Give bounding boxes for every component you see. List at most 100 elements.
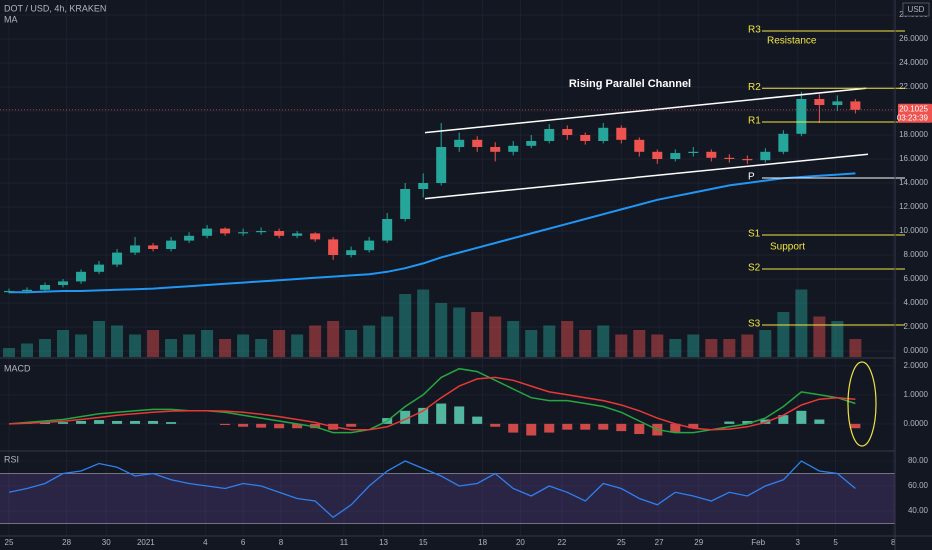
y-tick-label: 60.00: [908, 481, 929, 490]
candle-body: [238, 232, 249, 234]
histogram-bar: [580, 423, 591, 430]
candle-body: [22, 289, 33, 291]
unit-box: [902, 2, 930, 17]
volume-bar: [705, 339, 718, 357]
volume-bar: [363, 325, 376, 357]
volume-bar: [399, 294, 412, 357]
volume-bar: [381, 316, 394, 357]
candle-body: [760, 151, 771, 161]
candle-body: [634, 139, 645, 152]
x-tick-label: 8: [279, 538, 284, 547]
level-note: Support: [770, 242, 805, 253]
y-tick-label: 0.0000: [904, 419, 929, 428]
histogram-bar: [688, 423, 699, 429]
y-tick-label: 40.00: [908, 506, 929, 515]
candle-body: [850, 101, 861, 110]
volume-bar: [831, 321, 844, 357]
y-tick-label: 18.0000: [899, 130, 928, 139]
y-tick-label: 1.0000: [904, 390, 929, 399]
channel-label: Rising Parallel Channel: [569, 78, 691, 90]
volume-bar: [237, 334, 250, 357]
y-tick-label: 2.0000: [904, 361, 929, 370]
candle-body: [562, 129, 573, 135]
x-tick-label: 25: [617, 538, 626, 547]
histogram-bar: [76, 420, 87, 424]
volume-bar: [201, 330, 214, 357]
volume-bar: [723, 339, 736, 357]
volume-bar: [111, 325, 124, 357]
volume-bar: [813, 316, 826, 357]
histogram-bar: [274, 423, 285, 429]
histogram-bar: [778, 415, 789, 424]
last-price-label: 20.1025: [899, 104, 928, 113]
y-tick-label: 2.0000: [904, 322, 929, 331]
volume-bar: [741, 334, 754, 357]
candle-body: [4, 291, 15, 293]
y-tick-label: 12.0000: [899, 202, 928, 211]
candle-body: [616, 127, 627, 140]
candle-body: [472, 139, 483, 147]
candle-body: [796, 99, 807, 134]
volume-bar: [669, 339, 682, 357]
x-tick-label: 20: [516, 538, 525, 547]
indicator-label: MA: [4, 14, 18, 24]
axis-unit: USD: [908, 5, 925, 14]
volume-bar: [129, 334, 142, 357]
candle-body: [418, 183, 429, 189]
histogram-bar: [130, 420, 141, 424]
volume-bar: [93, 321, 106, 357]
candle-body: [670, 153, 681, 159]
volume-bar: [219, 339, 232, 357]
y-tick-label: 16.0000: [899, 154, 928, 163]
x-tick-label: 8: [891, 538, 896, 547]
volume-bar: [453, 307, 466, 357]
candle-body: [706, 151, 717, 158]
y-tick-label: 22.0000: [899, 82, 928, 91]
histogram-bar: [544, 423, 555, 433]
histogram-bar: [562, 423, 573, 430]
candle-body: [130, 245, 141, 253]
volume-bar: [471, 312, 484, 357]
candle-body: [256, 231, 267, 233]
channel-line: [424, 87, 867, 134]
candle-body: [94, 264, 105, 272]
volume-bar: [327, 321, 340, 357]
pivot-label: R1: [748, 116, 761, 127]
candle-body: [166, 240, 177, 249]
x-tick-label: 28: [62, 538, 71, 547]
candle-body: [508, 145, 519, 152]
y-tick-label: 24.0000: [899, 58, 928, 67]
histogram-bar: [526, 423, 537, 436]
volume-bar: [615, 334, 628, 357]
macd-line: [8, 376, 856, 431]
histogram-bar: [850, 423, 861, 429]
histogram-bar: [724, 421, 735, 424]
volume-bar: [561, 321, 574, 357]
histogram-bar: [742, 420, 753, 424]
volume-bar: [849, 339, 862, 357]
price-tag: [898, 103, 932, 123]
pivot-label: R3: [748, 25, 761, 36]
candle-body: [184, 235, 195, 241]
volume-bar: [291, 334, 304, 357]
candle-body: [526, 141, 537, 146]
rsi-line: [8, 460, 856, 519]
volume-bar: [543, 325, 556, 357]
histogram-bar: [634, 423, 645, 435]
histogram-bar: [454, 406, 465, 424]
y-tick-label: 26.0000: [899, 34, 928, 43]
histogram-bar: [148, 420, 159, 424]
candle-body: [436, 147, 447, 183]
volume-bar: [489, 316, 502, 357]
x-tick-label: 29: [694, 538, 703, 547]
histogram-bar: [490, 423, 501, 427]
x-tick-label: 22: [557, 538, 566, 547]
candle-body: [310, 233, 321, 240]
candle-body: [814, 99, 825, 105]
y-tick-label: 14.0000: [899, 178, 928, 187]
candle-body: [688, 151, 699, 153]
x-tick-label: 5: [833, 538, 838, 547]
volume-bar: [687, 334, 700, 357]
